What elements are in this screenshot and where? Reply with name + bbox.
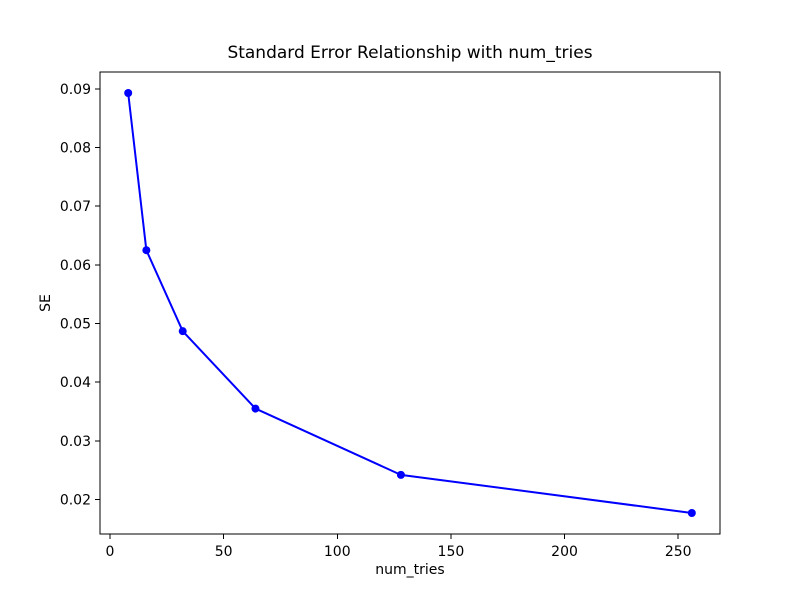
y-tick-label: 0.09 [60,82,91,98]
y-axis-label: SE [38,294,54,312]
x-tick-label: 250 [665,544,692,560]
y-tick-label: 0.02 [60,493,91,509]
series-line [127,92,693,514]
data-point-marker [142,246,151,255]
x-tick-label: 50 [215,544,233,560]
data-point-marker [251,404,260,413]
y-tick-label: 0.08 [60,141,91,157]
data-series [124,89,696,517]
data-point-marker [396,470,405,479]
x-tick-label: 0 [106,544,115,560]
y-tick-label: 0.03 [60,434,91,450]
axis-ticks: 0 50 100 150 200 250 0.02 0.03 0.04 0.05 0.06 0.07 0… [60,82,692,560]
x-tick-label: 100 [324,544,351,560]
x-tick-label: 200 [551,544,578,560]
data-point-marker [687,509,696,517]
chart-title: Standard Error Relationship with num_tri… [227,43,592,63]
plot-area [99,71,721,535]
x-tick-label: 150 [438,544,465,560]
y-tick-label: 0.06 [60,258,91,274]
y-tick-label: 0.07 [60,199,91,215]
data-point-marker [124,89,133,97]
y-tick-label: 0.05 [60,317,91,333]
y-tick-label: 0.04 [60,375,91,391]
data-point-marker [178,327,187,336]
x-axis-label: num_tries [375,562,444,578]
